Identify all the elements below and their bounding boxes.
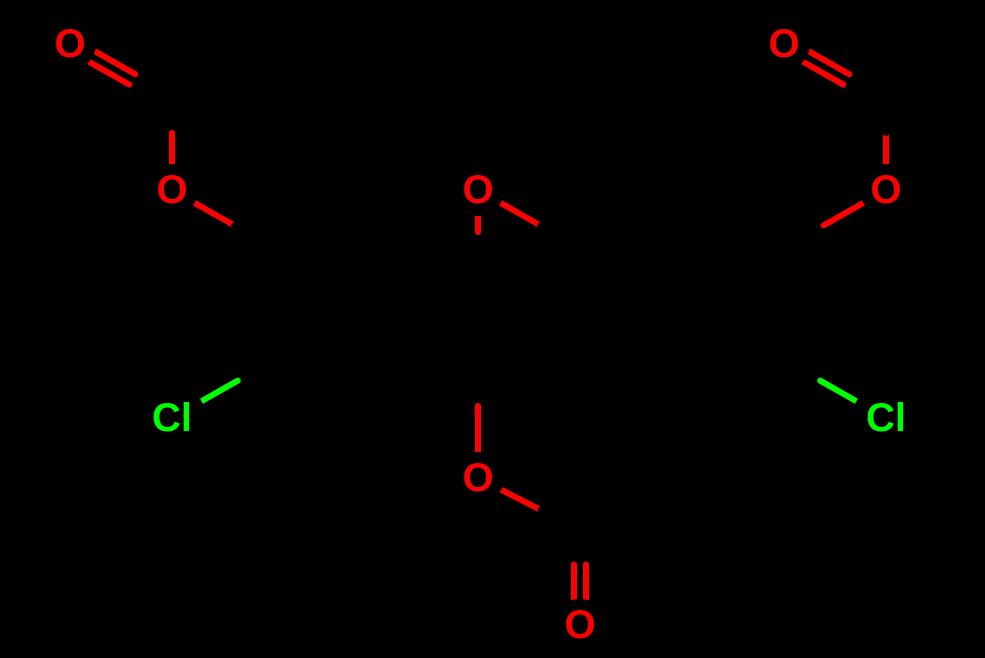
chlorine-atom-label: Cl <box>866 396 906 440</box>
oxygen-atom-label: O <box>54 22 85 66</box>
atom-labels-layer: O O Cl O O O Cl O O <box>44 18 920 651</box>
oxygen-atom-label: O <box>870 168 901 212</box>
oxygen-atom-label: O <box>768 22 799 66</box>
oxygen-atom-label: O <box>462 456 493 500</box>
oxygen-atom-label: O <box>156 168 187 212</box>
bonds-layer <box>90 12 970 599</box>
chlorine-atom-label: Cl <box>152 396 192 440</box>
oxygen-atom-label: O <box>462 168 493 212</box>
oxygen-atom-label: O <box>564 603 595 647</box>
